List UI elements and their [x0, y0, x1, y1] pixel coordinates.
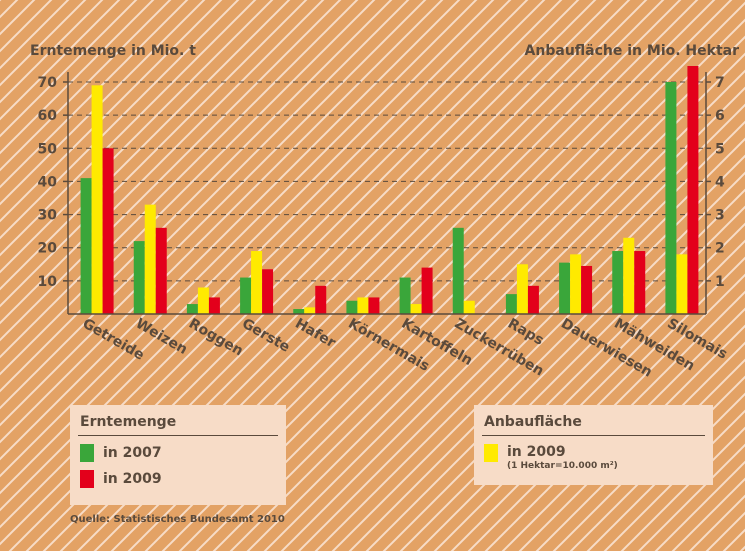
- bar-Hafer-1: [304, 307, 316, 314]
- legend-area-note: (1 Hektar=10.000 m²): [507, 461, 618, 471]
- bar-Weizen-0: [133, 241, 145, 314]
- bar-Gerste-1: [251, 251, 263, 314]
- left-tick-label-30: 30: [38, 208, 58, 224]
- left-tick-label-60: 60: [38, 108, 58, 124]
- bar-Dauerwiesen-1: [570, 254, 582, 314]
- right-tick-label-2: 2: [715, 241, 725, 257]
- right-tick-label-3: 3: [715, 208, 725, 224]
- left-tick-label-40: 40: [38, 174, 58, 190]
- swatch-yellow-2009: [484, 444, 498, 462]
- legend-harvest: Erntemenge in 2007 in 2009: [70, 405, 286, 505]
- bar-Roggen-2: [208, 297, 220, 314]
- bar-Kartoffeln-2: [421, 267, 433, 314]
- right-tick-label-7: 7: [715, 75, 725, 91]
- legend-item-2009-harvest-label: in 2009: [103, 471, 162, 487]
- bar-Zuckerrüben-1: [463, 300, 475, 314]
- swatch-green-2007: [80, 444, 94, 462]
- bar-Mähweiden-2: [634, 251, 646, 314]
- legend-item-2009-area-label: in 2009: [507, 444, 566, 460]
- bar-Körnermais-2: [368, 297, 380, 314]
- bar-Weizen-1: [144, 204, 156, 314]
- bar-Raps-0: [505, 294, 517, 314]
- bar-Getreide-1: [91, 85, 103, 314]
- legend-item-2009-harvest: in 2009: [80, 470, 286, 488]
- bar-Silomais-0: [665, 82, 677, 314]
- bar-Dauerwiesen-2: [581, 265, 593, 314]
- bar-Dauerwiesen-0: [559, 262, 571, 314]
- bar-Körnermais-1: [357, 297, 369, 314]
- gridlines: [68, 81, 706, 282]
- bar-Gerste-2: [262, 269, 274, 314]
- bar-Zuckerrüben-0: [452, 227, 464, 314]
- bar-Mähweiden-0: [612, 251, 624, 314]
- bar-Getreide-0: [80, 178, 92, 314]
- right-tick-label-5: 5: [715, 141, 725, 157]
- legend-item-2009-area: in 2009 (1 Hektar=10.000 m²): [484, 444, 713, 471]
- bar-Körnermais-0: [346, 300, 358, 314]
- left-tick-label-10: 10: [38, 274, 58, 290]
- legend-area: Anbaufläche in 2009 (1 Hektar=10.000 m²): [474, 405, 713, 485]
- bar-Roggen-0: [186, 304, 198, 314]
- swatch-red-2009: [80, 470, 94, 488]
- bar-Raps-2: [527, 285, 539, 314]
- bar-Kartoffeln-0: [399, 277, 411, 314]
- bar-Kartoffeln-1: [410, 304, 422, 314]
- legend-item-2009-area-text: in 2009 (1 Hektar=10.000 m²): [507, 444, 618, 471]
- legend-item-2007: in 2007: [80, 444, 286, 462]
- bar-Roggen-1: [197, 287, 209, 314]
- legend-harvest-title: Erntemenge: [80, 414, 177, 430]
- right-axis-title: Anbaufläche in Mio. Hektar: [525, 43, 740, 59]
- left-tick-label-50: 50: [38, 141, 58, 157]
- legend-item-2007-label: in 2007: [103, 445, 162, 461]
- bars: [80, 66, 699, 314]
- right-tick-label-1: 1: [715, 274, 725, 290]
- bar-Silomais-2: [687, 66, 699, 314]
- source-note: Quelle: Statistisches Bundesamt 2010: [70, 514, 285, 525]
- right-tick-label-6: 6: [715, 108, 725, 124]
- bar-Getreide-2: [102, 148, 114, 314]
- bar-Raps-1: [516, 264, 528, 314]
- left-tick-label-20: 20: [38, 241, 58, 257]
- left-tick-label-70: 70: [38, 75, 58, 91]
- bar-Hafer-2: [315, 285, 327, 314]
- bar-Silomais-1: [676, 254, 688, 314]
- bar-Weizen-2: [155, 227, 167, 314]
- bar-Mähweiden-1: [623, 237, 635, 314]
- right-tick-label-4: 4: [715, 174, 725, 190]
- legend-area-title: Anbaufläche: [484, 414, 582, 430]
- bar-Gerste-0: [240, 277, 252, 314]
- left-axis-title: Erntemenge in Mio. t: [30, 43, 196, 59]
- bar-Hafer-0: [293, 309, 305, 314]
- legend-area-rule: [482, 435, 705, 436]
- legend-harvest-rule: [78, 435, 278, 436]
